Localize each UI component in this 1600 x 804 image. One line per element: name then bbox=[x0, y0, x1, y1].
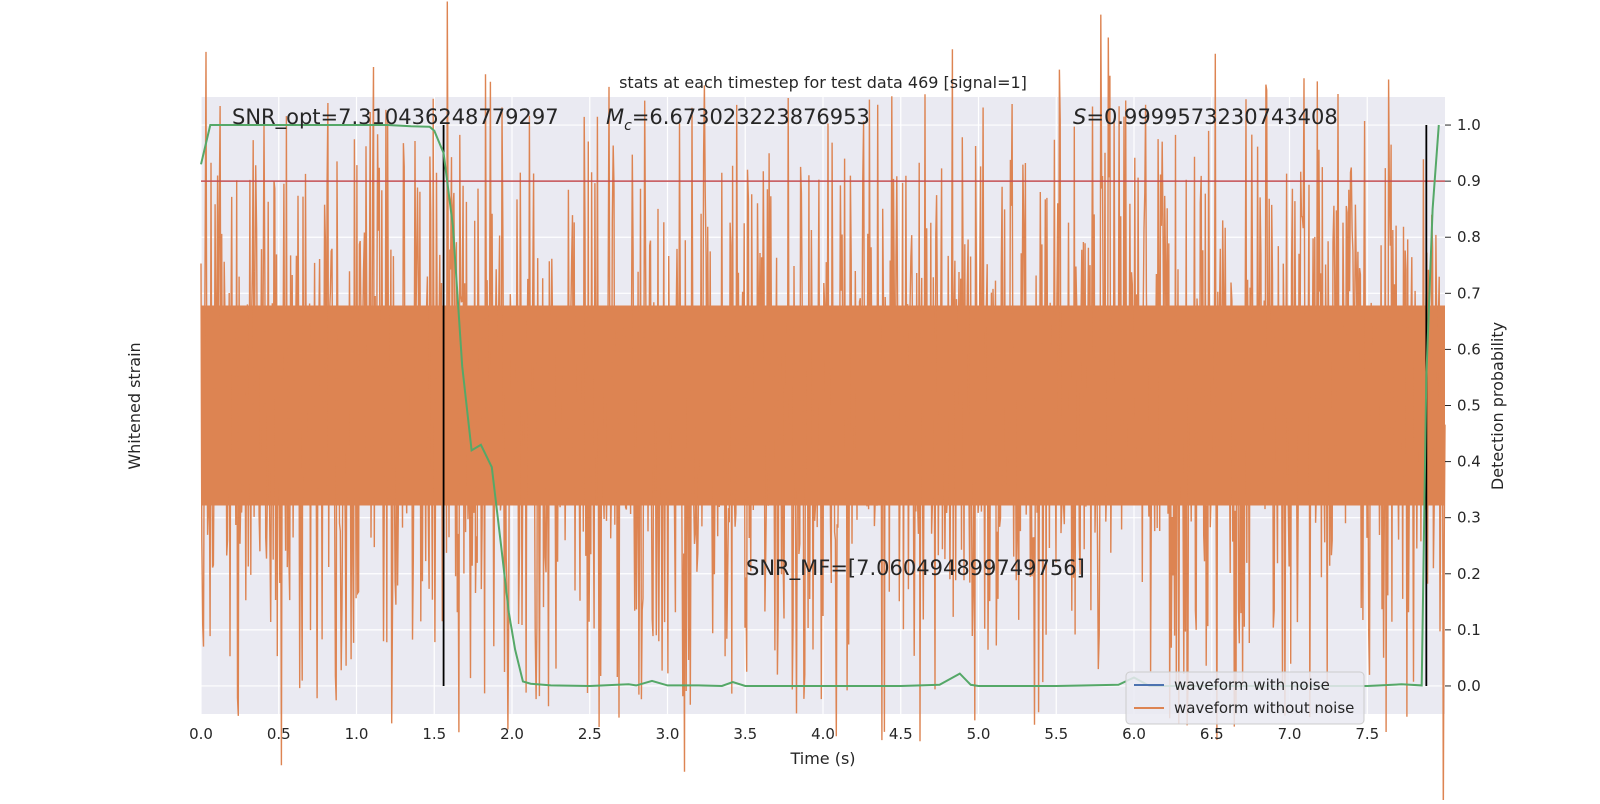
y-tick-label-right: 0.4 bbox=[1457, 453, 1481, 471]
y-tick-label-right: 0.9 bbox=[1457, 172, 1481, 190]
y-axis-label-left: Whitened strain bbox=[125, 342, 144, 469]
y-tick-label-right: 0.5 bbox=[1457, 397, 1481, 415]
y-tick-label-right: 0.8 bbox=[1457, 228, 1481, 246]
annotation-chirp-mass-value: =6.673023223876953 bbox=[632, 105, 870, 129]
x-tick-label: 2.0 bbox=[500, 725, 524, 743]
legend-label-with-noise: waveform with noise bbox=[1174, 676, 1330, 694]
legend-box bbox=[1125, 671, 1365, 725]
annotation-s-symbol: S bbox=[1073, 105, 1086, 129]
x-tick-label: 0.5 bbox=[267, 725, 291, 743]
y-axis-label-right: Detection probability bbox=[1488, 322, 1507, 490]
x-tick-label: 1.0 bbox=[345, 725, 369, 743]
legend: waveform with noise waveform without noi… bbox=[1125, 671, 1365, 725]
annotation-s-value: =0.9999573230743408 bbox=[1086, 105, 1337, 129]
annotation-s: S=0.9999573230743408 bbox=[1073, 105, 1338, 129]
x-tick-label: 4.0 bbox=[811, 725, 835, 743]
y-tick-label-right: 0.2 bbox=[1457, 565, 1481, 583]
x-tick-label: 3.0 bbox=[656, 725, 680, 743]
annotation-chirp-mass: Mc=6.673023223876953 bbox=[606, 105, 870, 134]
x-tick-label: 5.0 bbox=[967, 725, 991, 743]
y-tick-label-right: 0.1 bbox=[1457, 621, 1481, 639]
x-tick-label: 7.0 bbox=[1278, 725, 1302, 743]
annotation-snr-opt: SNR_opt=7.310436248779297 bbox=[232, 105, 559, 130]
strain-series bbox=[200, 1, 1446, 804]
ticks: 0.0 0.5 1.0 1.5 2.0 2.5 3.0 3.5 4.0 4.5 5.0 5.5 6.0 6… bbox=[189, 116, 1481, 743]
x-tick-label: 7.5 bbox=[1355, 725, 1379, 743]
x-tick-label: 6.0 bbox=[1122, 725, 1146, 743]
x-tick-label: 4.5 bbox=[889, 725, 913, 743]
annotation-snr-mf: SNR_MF=[7.060494899749756] bbox=[746, 556, 1085, 581]
y-tick-label-right: 1.0 bbox=[1457, 116, 1481, 134]
y-tick-label-right: 0.6 bbox=[1457, 340, 1481, 358]
strain-line bbox=[200, 1, 1446, 804]
annotation-chirp-mass-sub: c bbox=[624, 118, 632, 134]
x-axis-label: Time (s) bbox=[789, 749, 855, 768]
x-tick-label: 0.0 bbox=[189, 725, 213, 743]
x-tick-label: 3.5 bbox=[733, 725, 757, 743]
chart-title: stats at each timestep for test data 469… bbox=[619, 73, 1027, 92]
x-tick-label: 1.5 bbox=[422, 725, 446, 743]
y-tick-label-right: 0.0 bbox=[1457, 677, 1481, 695]
annotation-chirp-mass-symbol: M bbox=[606, 105, 624, 129]
y-tick-label-right: 0.7 bbox=[1457, 284, 1481, 302]
x-tick-label: 6.5 bbox=[1200, 725, 1224, 743]
y-tick-label-right: 0.3 bbox=[1457, 509, 1481, 527]
x-tick-label: 5.5 bbox=[1044, 725, 1068, 743]
x-tick-label: 2.5 bbox=[578, 725, 602, 743]
legend-label-without-noise: waveform without noise bbox=[1174, 699, 1354, 717]
